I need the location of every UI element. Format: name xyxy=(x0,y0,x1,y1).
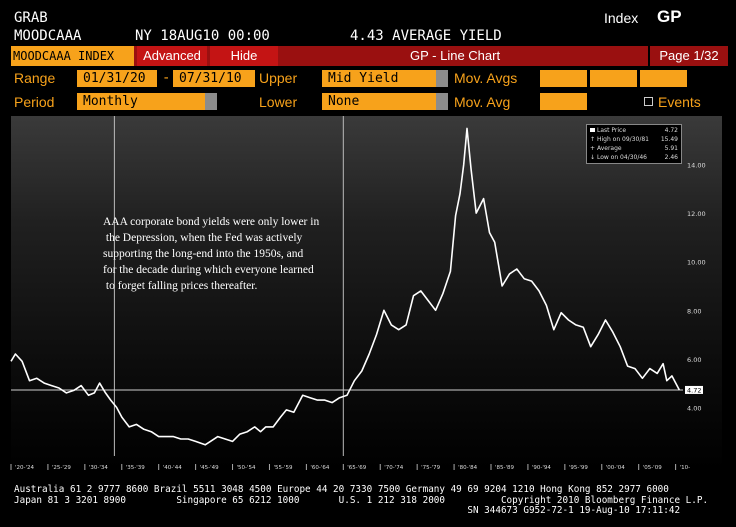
x-tick-label: '95-'99 xyxy=(569,465,589,471)
legend-row: + Average 5.91 xyxy=(590,145,678,152)
down-arrow-icon: ↓ xyxy=(590,154,596,161)
last-price-marker-icon xyxy=(590,128,595,132)
mov-avg-input-2[interactable] xyxy=(590,70,637,87)
x-tick-label: '55-'59 xyxy=(273,465,293,471)
x-tick-label: '80-'84 xyxy=(458,465,478,471)
annotation-text: AAA corporate bond yields were only lowe… xyxy=(103,214,403,294)
period-select[interactable]: Monthly xyxy=(77,93,205,110)
hide-button[interactable]: Hide xyxy=(210,46,278,66)
range-dash: - xyxy=(162,70,171,86)
range-start-input[interactable]: 01/31/20 xyxy=(77,70,157,87)
x-tick-label: '75-'79 xyxy=(421,465,441,471)
lower-dropdown-handle[interactable] xyxy=(436,93,448,110)
x-tick-label: '30-'34 xyxy=(89,465,109,471)
y-tick-label: 6.00 xyxy=(687,356,701,364)
x-tick-label: '00-'04 xyxy=(606,465,626,471)
y-tick-label: 14.00 xyxy=(687,162,706,170)
annotation-line: for the decade during which everyone lea… xyxy=(103,264,314,276)
annotation-line: supporting the long-end into the 1950s, … xyxy=(103,248,304,260)
mov-avgs-label: Mov. Avgs xyxy=(454,70,518,86)
events-label: Events xyxy=(658,94,701,110)
range-label: Range xyxy=(14,70,56,86)
y-tick-label: 12.00 xyxy=(687,210,706,218)
annotation-line: the Depression, when the Fed was activel… xyxy=(103,232,303,244)
y-tick-label: 8.00 xyxy=(687,307,701,315)
annotation-line: AAA corporate bond yields were only lowe… xyxy=(103,216,320,228)
x-tick-label: '90-'94 xyxy=(532,465,552,471)
y-tick-label: 4.00 xyxy=(687,404,701,412)
x-tick-label: '10- xyxy=(680,465,691,471)
average-marker-icon: + xyxy=(590,145,596,152)
index-label: Index xyxy=(604,10,639,26)
x-tick-label: '05-'09 xyxy=(643,465,663,471)
chart-type-title: GP - Line Chart xyxy=(410,48,501,63)
lower-label: Lower xyxy=(259,94,298,110)
x-tick-label: '70-'74 xyxy=(384,465,404,471)
value-description: 4.43 AVERAGE YIELD xyxy=(350,28,502,44)
x-tick-label: '85-'89 xyxy=(495,465,515,471)
location-date: NY 18AUG10 00:00 xyxy=(135,28,270,44)
mov-avg-input-1[interactable] xyxy=(540,70,587,87)
lower-select[interactable]: None xyxy=(322,93,436,110)
x-tick-label: '45-'49 xyxy=(200,465,220,471)
upper-label: Upper xyxy=(259,70,298,86)
range-end-input[interactable]: 07/31/10 xyxy=(173,70,255,87)
mov-avg-label: Mov. Avg xyxy=(454,94,511,110)
x-tick-label: '20-'24 xyxy=(15,465,35,471)
top-left-label: GRAB xyxy=(14,10,48,26)
chart-area: 4.00 6.00 8.00 10.00 12.00 14.00 '20-'24 '25-'… xyxy=(10,116,722,471)
footer-line: Australia 61 2 9777 8600 Brazil 5511 304… xyxy=(14,484,669,495)
legend-row: ↓ Low on 04/30/46 2.46 xyxy=(590,154,678,161)
legend-box: Last Price 4.72 ↑ High on 09/30/81 15.49… xyxy=(586,124,682,164)
page-indicator[interactable]: Page 1/32 xyxy=(648,46,728,66)
x-tick-label: '65-'69 xyxy=(347,465,367,471)
footer-line: Japan 81 3 3201 8900 Singapore 65 6212 1… xyxy=(14,494,709,506)
security-field[interactable]: MOODCAAA INDEX xyxy=(11,46,134,66)
gp-label: GP xyxy=(657,7,682,26)
last-value-label: 4.72 xyxy=(687,386,701,394)
last-value-box xyxy=(685,385,703,394)
ticker-label: MOODCAAA xyxy=(14,28,82,44)
yield-series-line xyxy=(10,127,681,446)
footer-line: SN 344673 G952-72-1 19-Aug-10 17:11:42 xyxy=(14,505,681,516)
mov-avg-single-input[interactable] xyxy=(540,93,587,110)
advanced-button[interactable]: Advanced xyxy=(137,46,207,66)
x-tick-label: '25-'29 xyxy=(52,465,72,471)
up-arrow-icon: ↑ xyxy=(590,136,596,143)
upper-select[interactable]: Mid Yield xyxy=(322,70,436,87)
period-label: Period xyxy=(14,94,55,110)
legend-row: Last Price 4.72 xyxy=(590,127,678,136)
annotation-line: to forget falling prices thereafter. xyxy=(103,280,258,292)
upper-dropdown-handle[interactable] xyxy=(436,70,448,87)
x-tick-label: '35-'39 xyxy=(126,465,146,471)
events-checkbox[interactable] xyxy=(644,97,653,106)
period-dropdown-handle[interactable] xyxy=(205,93,217,110)
y-tick-label: 10.00 xyxy=(687,259,706,267)
x-tick-label: '40-'44 xyxy=(163,465,183,471)
x-tick-label: '50-'54 xyxy=(237,465,257,471)
mov-avg-input-3[interactable] xyxy=(640,70,687,87)
line-chart: 4.00 6.00 8.00 10.00 12.00 14.00 '20-'24 '25-'… xyxy=(10,116,706,471)
legend-row: ↑ High on 09/30/81 15.49 xyxy=(590,136,678,143)
x-tick-label: '60-'64 xyxy=(310,465,330,471)
footer: Australia 61 2 9777 8600 Brazil 5511 304… xyxy=(14,484,709,517)
